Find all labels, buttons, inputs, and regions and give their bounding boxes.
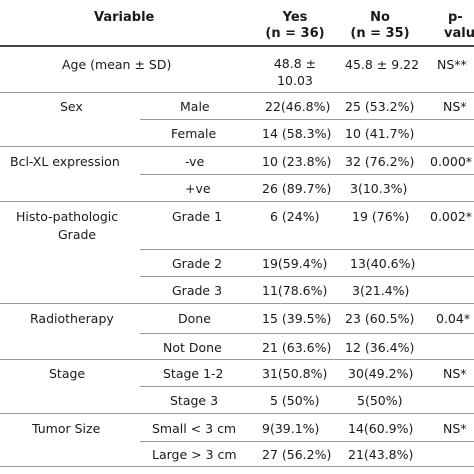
row-sub: Grade 1	[172, 209, 223, 224]
row-no: 3(21.4%)	[352, 283, 410, 298]
row-yes: 21 (63.6%)	[262, 340, 332, 355]
row-p: NS*	[443, 421, 467, 436]
row-sub: +ve	[185, 181, 211, 196]
row-no: 5(50%)	[357, 393, 403, 408]
row-p: 0.04*	[436, 311, 471, 326]
row-no: 3(10.3%)	[350, 181, 408, 196]
row-sub: Grade 2	[172, 256, 223, 271]
row-rule	[0, 466, 474, 467]
row-yes: 11(78.6%)	[262, 283, 328, 298]
row-rule	[140, 441, 474, 442]
header-yes: Yes	[282, 10, 308, 25]
row-no: 13(40.6%)	[350, 256, 416, 271]
row-rule	[0, 303, 474, 304]
row-no: 23 (60.5%)	[345, 311, 415, 326]
row-sub: Stage 3	[170, 393, 219, 408]
row-variable: Radiotherapy	[30, 311, 114, 326]
row-yes: 27 (56.2%)	[262, 447, 332, 462]
row-no: 30(49.2%)	[348, 366, 414, 381]
row-variable-cont: Grade	[58, 227, 97, 242]
header-rule	[0, 45, 474, 47]
row-sub: Grade 3	[172, 283, 223, 298]
row-sub: Small < 3 cm	[152, 421, 237, 436]
row-yes: 5 (50%)	[270, 393, 320, 408]
row-p: 0.000*	[430, 154, 473, 169]
row-rule	[0, 413, 474, 414]
row-no: 14(60.9%)	[348, 421, 414, 436]
header-yes-n: (n = 36)	[265, 26, 325, 41]
row-variable: Sex	[60, 99, 83, 114]
row-no: 25 (53.2%)	[345, 99, 415, 114]
row-no: 10 (41.7%)	[345, 126, 415, 141]
row-variable: Histo-pathologic	[16, 209, 119, 224]
row-variable: Bcl-XL expression	[10, 154, 120, 169]
row-rule	[0, 201, 474, 202]
row-variable: Tumor Size	[32, 421, 101, 436]
header-no: No	[370, 10, 390, 25]
header-p: p-	[448, 10, 463, 25]
row-rule	[140, 333, 474, 334]
header-no-n: (n = 35)	[350, 26, 410, 41]
row-no: 45.8 ± 9.22	[345, 57, 420, 72]
row-sub: Stage 1-2	[163, 366, 224, 381]
row-sub: Large > 3 cm	[152, 447, 237, 462]
row-variable: Age (mean ± SD)	[62, 57, 172, 72]
row-p: 0.002*	[430, 209, 473, 224]
row-sub: Female	[171, 126, 217, 141]
row-sub: Male	[180, 99, 210, 114]
row-yes: 31(50.8%)	[262, 366, 328, 381]
row-no: 21(43.8%)	[348, 447, 414, 462]
row-yes: 10 (23.8%)	[262, 154, 332, 169]
header-p-value: value	[444, 26, 474, 41]
row-rule	[140, 276, 474, 277]
row-p: NS*	[443, 99, 467, 114]
row-no: 12 (36.4%)	[345, 340, 415, 355]
row-yes-cont: 10.03	[277, 73, 313, 88]
row-no: 19 (76%)	[352, 209, 410, 224]
row-sub: Not Done	[163, 340, 222, 355]
row-p: NS**	[437, 57, 467, 72]
row-yes: 14 (58.3%)	[262, 126, 332, 141]
row-yes: 6 (24%)	[270, 209, 320, 224]
row-sub: Done	[178, 311, 211, 326]
row-p: NS*	[443, 366, 467, 381]
row-variable: Stage	[49, 366, 86, 381]
row-rule	[0, 92, 474, 93]
row-yes: 26 (89.7%)	[262, 181, 332, 196]
row-rule	[140, 119, 474, 120]
row-yes: 22(46.8%)	[265, 99, 331, 114]
header-variable: Variable	[94, 10, 155, 25]
row-rule	[0, 146, 474, 147]
row-rule	[140, 174, 474, 175]
row-rule	[140, 386, 474, 387]
row-no: 32 (76.2%)	[345, 154, 415, 169]
row-rule	[140, 249, 474, 250]
row-yes: 48.8 ±	[273, 56, 317, 71]
row-yes: 9(39.1%)	[262, 421, 320, 436]
row-yes: 19(59.4%)	[262, 256, 328, 271]
row-yes: 15 (39.5%)	[262, 311, 332, 326]
row-rule	[0, 359, 474, 360]
row-sub: -ve	[185, 154, 205, 169]
